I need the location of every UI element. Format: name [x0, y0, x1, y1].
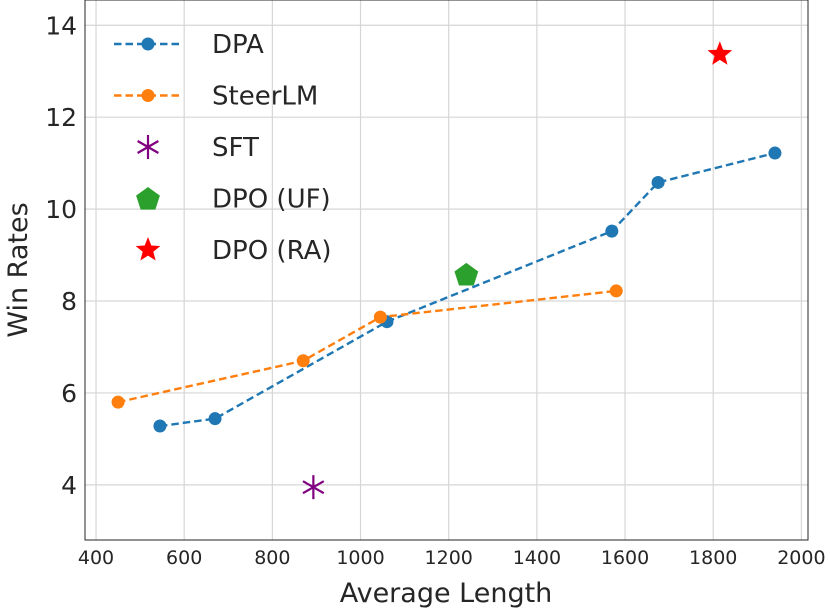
legend-label: DPO (RA)	[212, 236, 332, 266]
x-tick-label: 1800	[689, 547, 737, 569]
legend-item-steerlm: SteerLM	[114, 82, 318, 112]
series-dpa	[153, 146, 782, 433]
legend-marker	[137, 135, 159, 159]
legend-marker	[135, 237, 161, 261]
series-steerlm	[111, 284, 623, 409]
data-point-steerlm	[111, 395, 125, 409]
y-tick-label: 4	[61, 471, 77, 500]
data-point-dpo-uf	[454, 262, 479, 286]
y-axis-label: Win Rates	[3, 202, 34, 337]
y-tick-label: 6	[61, 379, 77, 408]
x-tick-label: 2000	[777, 547, 825, 569]
y-tick-label: 10	[45, 195, 77, 224]
plot-frame	[84, 0, 809, 541]
x-axis-label: Average Length	[340, 578, 553, 609]
legend-label: SteerLM	[212, 82, 318, 112]
series-layer	[111, 41, 782, 500]
legend-label: DPO (UF)	[212, 185, 331, 215]
data-point-dpa	[153, 419, 167, 433]
data-point-steerlm	[373, 310, 387, 324]
series-sft	[302, 475, 325, 500]
legend-marker	[141, 37, 155, 51]
x-tick-label: 600	[166, 547, 202, 569]
legend: DPA SteerLM SFT DPO (UF) DPO (RA)	[114, 30, 332, 266]
y-tick-label: 12	[45, 103, 77, 132]
series-dpo-uf	[454, 262, 479, 286]
grid	[85, 0, 808, 540]
legend-item-dpo-uf: DPO (UF)	[136, 185, 331, 215]
x-tick-label: 800	[254, 547, 290, 569]
data-point-dpo-ra	[707, 41, 733, 65]
legend-marker	[141, 89, 155, 102]
y-tick-label: 14	[45, 11, 77, 40]
legend-item-dpa: DPA	[114, 30, 264, 60]
data-point-sft	[302, 475, 325, 500]
x-tick-label: 1400	[513, 547, 561, 569]
x-tick-label: 1600	[601, 547, 649, 569]
legend-label: SFT	[212, 133, 259, 163]
legend-marker	[136, 187, 160, 210]
series-line-steerlm	[117, 289, 617, 404]
data-point-dpa	[208, 412, 222, 426]
data-point-steerlm	[296, 354, 310, 368]
x-axis-ticks: 400 600 800 1000 1200 1400 1600 1800 2000	[78, 547, 826, 569]
x-tick-label: 400	[78, 547, 114, 569]
legend-label: DPA	[212, 30, 264, 60]
legend-item-sft: SFT	[137, 133, 259, 163]
y-tick-label: 8	[61, 287, 77, 316]
data-point-dpa	[651, 175, 665, 189]
x-tick-label: 1200	[425, 547, 473, 569]
series-line-dpa	[159, 151, 776, 428]
series-dpo-ra	[707, 41, 733, 65]
data-point-dpa	[605, 224, 619, 238]
x-tick-label: 1000	[336, 547, 384, 569]
y-axis-ticks: 4 6 8 10 12 14	[45, 11, 77, 500]
data-point-steerlm	[609, 284, 623, 298]
data-point-dpa	[768, 146, 782, 160]
legend-item-dpo-ra: DPO (RA)	[135, 236, 332, 266]
